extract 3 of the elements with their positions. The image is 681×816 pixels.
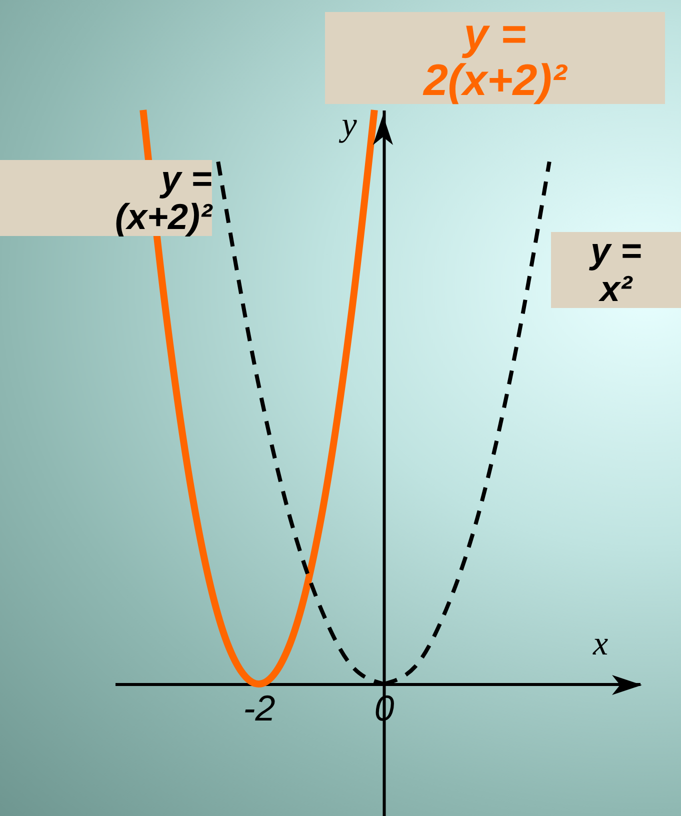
x-axis-title: x bbox=[592, 625, 608, 662]
x-tick-label: -2 bbox=[243, 687, 276, 728]
y-axis-title: y bbox=[338, 106, 358, 144]
